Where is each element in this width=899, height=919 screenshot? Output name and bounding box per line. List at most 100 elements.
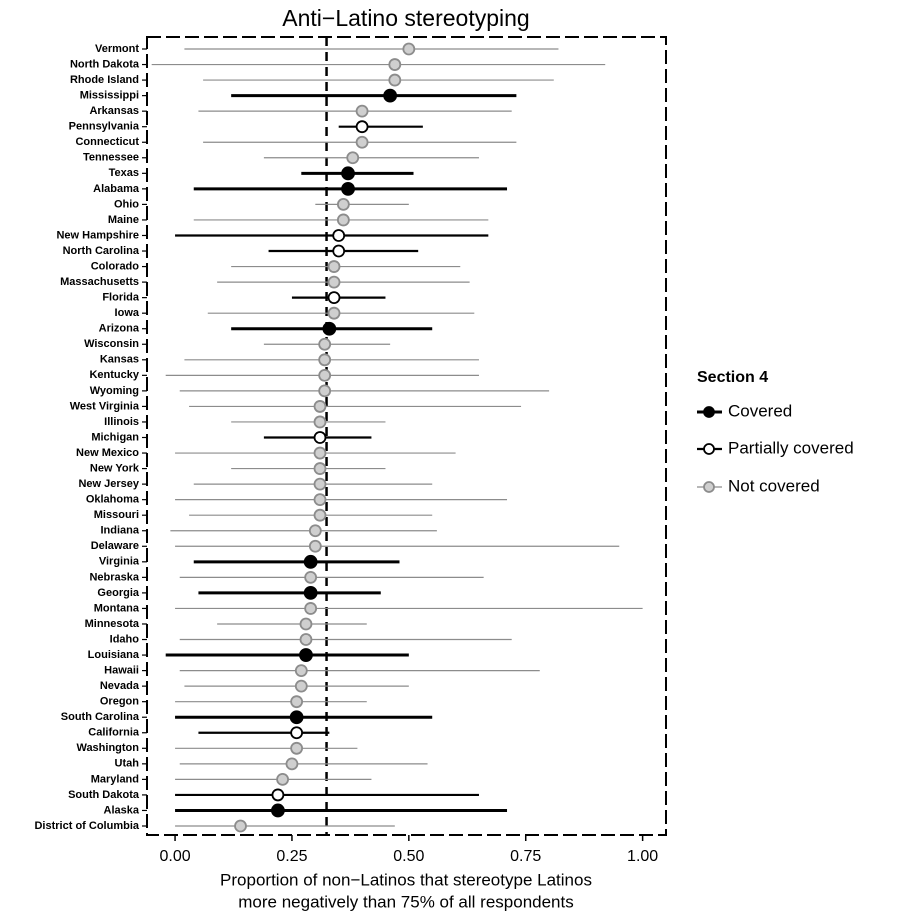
point — [336, 213, 350, 227]
y-tick-label: Montana — [94, 602, 140, 614]
y-tick-label: Michigan — [91, 431, 139, 443]
legend-label: Covered — [728, 401, 792, 420]
y-tick-label: Pennsylvania — [69, 121, 140, 133]
y-tick-label: Florida — [102, 292, 140, 304]
y-tick-label: Rhode Island — [70, 74, 139, 86]
y-tick-label: New Jersey — [78, 478, 139, 490]
x-tick-label: 1.00 — [627, 848, 658, 865]
y-tick-label: New York — [90, 462, 140, 474]
y-tick-label: Louisiana — [88, 649, 140, 661]
y-tick-label: Alabama — [93, 183, 140, 195]
point — [355, 104, 369, 118]
point — [234, 819, 247, 833]
y-tick-label: Virginia — [99, 556, 140, 568]
x-tick-label: 0.50 — [393, 848, 424, 865]
y-tick-label: Mississippi — [80, 90, 139, 102]
point — [388, 58, 402, 71]
y-tick-label: Alaska — [104, 804, 140, 816]
point — [341, 166, 355, 181]
y-tick-label: Nevada — [100, 680, 140, 692]
y-tick-label: Texas — [109, 167, 139, 179]
point — [341, 181, 355, 196]
point — [304, 570, 318, 584]
point — [327, 306, 341, 320]
point — [313, 493, 327, 507]
y-tick-label: Delaware — [91, 540, 139, 552]
y-tick-label: Minnesota — [85, 618, 140, 630]
point — [271, 803, 285, 818]
point — [299, 648, 313, 662]
y-tick-label: New Hampshire — [56, 229, 139, 241]
point — [271, 788, 285, 802]
y-tick-label: North Dakota — [70, 58, 140, 70]
point — [308, 524, 322, 538]
x-tick-label: 0.00 — [159, 848, 190, 865]
y-tick-label: Missouri — [94, 509, 139, 521]
legend-marker — [703, 406, 715, 418]
point — [388, 73, 402, 87]
y-tick-label: West Virginia — [70, 400, 140, 412]
y-tick-label: Arkansas — [89, 105, 139, 117]
point — [313, 462, 327, 475]
point — [327, 291, 341, 305]
point — [294, 664, 308, 677]
y-tick-label: Wyoming — [90, 385, 139, 397]
point — [303, 554, 318, 569]
legend-title: Section 4 — [697, 369, 768, 386]
point — [294, 679, 308, 693]
y-tick-label: Iowa — [115, 307, 140, 319]
point — [355, 120, 369, 134]
y-tick-label: South Dakota — [68, 789, 140, 801]
y-tick-label: Connecticut — [75, 136, 139, 148]
point — [285, 757, 299, 771]
point — [299, 633, 313, 646]
point — [308, 539, 322, 553]
y-tick-label: Colorado — [91, 260, 140, 272]
y-tick-label: Idaho — [110, 633, 140, 645]
y-tick-label: Indiana — [100, 525, 139, 537]
point — [332, 229, 346, 242]
y-tick-label: Hawaii — [104, 665, 139, 677]
y-tick-label: Tennessee — [83, 152, 139, 164]
y-tick-label: California — [88, 727, 140, 739]
y-tick-label: Kansas — [100, 354, 139, 366]
y-tick-label: Massachusetts — [60, 276, 139, 288]
x-tick-label: 0.25 — [276, 848, 307, 865]
point — [327, 260, 341, 273]
point — [318, 384, 332, 398]
point — [355, 135, 369, 149]
x-axis-label: more negatively than 75% of all responde… — [238, 892, 573, 911]
point — [322, 321, 337, 336]
y-tick-label: Vermont — [95, 43, 139, 55]
y-tick-label: Illinois — [104, 416, 139, 428]
y-tick-label: District of Columbia — [34, 820, 139, 832]
y-tick-label: Oklahoma — [86, 494, 140, 506]
point — [313, 431, 327, 444]
point — [383, 88, 398, 103]
chart-title: Anti−Latino stereotyping — [282, 5, 529, 31]
y-tick-label: South Carolina — [61, 711, 140, 723]
point — [327, 275, 341, 289]
y-tick-label: Nebraska — [89, 571, 139, 583]
point — [318, 368, 332, 382]
y-tick-label: Kentucky — [89, 369, 139, 381]
point — [290, 695, 304, 709]
point — [402, 42, 416, 56]
y-tick-label: Maryland — [91, 773, 139, 785]
point — [313, 400, 327, 413]
point — [346, 151, 360, 165]
point — [290, 741, 304, 755]
plot-frame — [146, 36, 667, 836]
y-tick-label: Oregon — [100, 696, 139, 708]
point — [276, 772, 289, 786]
legend-label: Partially covered — [728, 438, 854, 457]
y-tick-label: Georgia — [97, 587, 139, 599]
point — [290, 726, 304, 740]
x-axis-label: Proportion of non−Latinos that stereotyp… — [220, 870, 592, 889]
y-tick-label: Arizona — [99, 323, 140, 335]
y-tick-label: Utah — [115, 758, 140, 770]
y-tick-label: Ohio — [114, 198, 139, 210]
point — [336, 197, 350, 211]
point — [332, 244, 346, 258]
